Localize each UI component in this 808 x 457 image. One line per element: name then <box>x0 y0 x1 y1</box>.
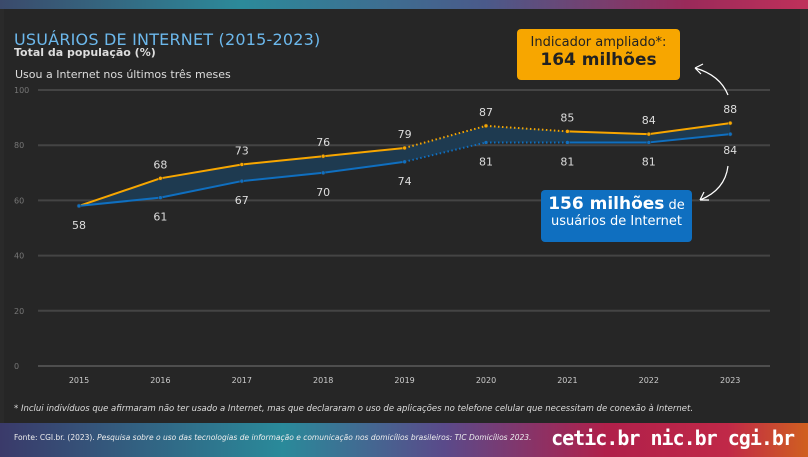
data-point-usuarios <box>320 170 326 176</box>
callout-ampliado-label: Indicador ampliado*: <box>530 35 667 50</box>
x-tick-label: 2019 <box>394 376 414 385</box>
callout-usuarios-value: 156 milhões <box>548 194 665 214</box>
y-tick-label: 80 <box>14 141 24 150</box>
source-title: Pesquisa sobre o uso das tecnologias de … <box>97 433 532 442</box>
data-point-usuarios <box>76 203 82 209</box>
data-point-usuarios <box>239 178 245 184</box>
data-point-ampliado <box>646 131 652 137</box>
series-line-ampliado <box>648 122 731 136</box>
y-tick-label: 40 <box>14 252 24 261</box>
source-prefix: Fonte: CGI.br. (2023). <box>14 433 98 442</box>
chart-title: USUÁRIOS DE INTERNET (2015-2023) <box>14 30 321 49</box>
data-point-usuarios <box>158 195 163 200</box>
gap-band <box>79 123 731 206</box>
data-point-usuarios <box>402 159 407 165</box>
data-label-usuarios: 58 <box>72 219 86 232</box>
data-label-ampliado: 79 <box>398 128 412 141</box>
footer-band: Fonte: CGI.br. (2023). Pesquisa sobre o … <box>0 423 808 457</box>
x-tick-label: 2023 <box>720 376 740 385</box>
data-label-ampliado: 68 <box>153 158 167 171</box>
x-tick-label: 2021 <box>557 376 577 385</box>
data-point-ampliado <box>483 123 489 129</box>
data-point-usuarios <box>565 140 570 145</box>
x-tick-label: 2018 <box>313 376 333 385</box>
data-point-usuarios <box>727 131 733 137</box>
data-point-ampliado <box>239 162 245 167</box>
callout-usuarios-label: usuários de Internet <box>550 214 683 229</box>
data-label-ampliado: 73 <box>235 145 249 158</box>
series-line-ampliado <box>567 130 649 136</box>
logos: cetic.br nic.br cgi.br <box>551 426 795 450</box>
series-line-usuarios <box>648 133 731 144</box>
footnote: * Inclui indivíduos que afirmaram não te… <box>14 404 694 414</box>
y-tick-label: 20 <box>14 307 24 316</box>
y-tick-label: 100 <box>14 86 29 95</box>
data-point-ampliado <box>565 129 570 134</box>
x-tick-label: 2017 <box>232 376 252 385</box>
series-label: Usou a Internet nos últimos três meses <box>15 68 231 81</box>
arrow-to-usuarios-icon <box>699 165 729 201</box>
callout-ampliado-value: 164 milhões <box>540 50 657 70</box>
data-label-ampliado: 87 <box>479 106 493 119</box>
callout-ampliado: Indicador ampliado*: 164 milhões <box>517 29 680 80</box>
data-point-ampliado <box>320 153 326 159</box>
x-tick-label: 2022 <box>639 376 659 385</box>
series-line-ampliado <box>323 146 405 158</box>
data-point-usuarios <box>483 140 489 145</box>
data-label-ampliado: 85 <box>560 111 574 124</box>
series-line-ampliado <box>160 163 242 180</box>
series-line-ampliado <box>241 155 324 166</box>
data-label-usuarios: 84 <box>723 144 737 157</box>
x-tick-label: 2016 <box>150 376 170 385</box>
data-point-usuarios <box>646 140 652 145</box>
data-label-usuarios: 81 <box>642 155 656 168</box>
x-tick-label: 2015 <box>69 376 89 385</box>
data-point-ampliado <box>727 120 733 126</box>
callout-usuarios-de: de <box>664 198 685 213</box>
data-label-usuarios: 67 <box>235 194 249 207</box>
series-line-usuarios <box>241 171 324 183</box>
series-line-ampliado <box>78 177 161 207</box>
data-label-ampliado: 84 <box>642 114 656 127</box>
series-line-usuarios <box>323 160 405 174</box>
chart-subtitle: Total da população (%) <box>14 46 156 59</box>
data-label-usuarios: 70 <box>316 186 330 199</box>
data-label-usuarios: 61 <box>153 211 167 224</box>
series-line-usuarios <box>160 180 242 199</box>
data-label-usuarios: 81 <box>560 155 574 168</box>
series-line-usuarios <box>78 196 161 207</box>
data-point-ampliado <box>158 176 163 181</box>
top-decorative-band <box>0 0 808 9</box>
y-tick-label: 0 <box>14 362 19 371</box>
data-point-ampliado <box>402 145 407 151</box>
data-label-usuarios: 74 <box>398 175 412 188</box>
source-text: Fonte: CGI.br. (2023). Pesquisa sobre o … <box>14 433 531 442</box>
x-tick-label: 2020 <box>476 376 496 385</box>
data-label-ampliado: 88 <box>723 103 737 116</box>
data-label-ampliado: 76 <box>316 136 330 149</box>
series-line-ampliado <box>485 124 568 133</box>
callout-usuarios: 156 milhões de usuários de Internet <box>541 190 692 242</box>
data-label-usuarios: 81 <box>479 155 493 168</box>
y-tick-label: 60 <box>14 196 24 205</box>
arrow-to-ampliado-icon <box>694 63 729 96</box>
